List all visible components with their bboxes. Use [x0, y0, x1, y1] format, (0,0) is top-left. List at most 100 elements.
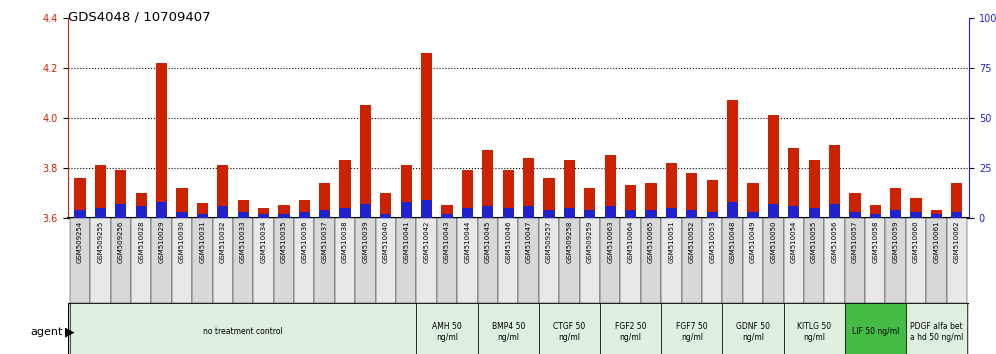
Text: GSM510048: GSM510048 [729, 220, 736, 263]
Bar [890, 188, 901, 218]
Text: GSM510033: GSM510033 [240, 220, 246, 263]
Bar [645, 210, 656, 218]
Text: PDGF alfa bet
a hd 50 ng/ml: PDGF alfa bet a hd 50 ng/ml [909, 322, 963, 342]
Bar [197, 214, 208, 218]
Bar [845, 218, 866, 303]
Bar [931, 214, 942, 218]
Bar [585, 210, 596, 218]
Bar [253, 218, 274, 303]
Bar [278, 214, 290, 218]
Bar [544, 210, 555, 218]
Text: GSM509257: GSM509257 [546, 220, 552, 263]
Bar [850, 212, 861, 218]
Text: GSM510063: GSM510063 [608, 220, 614, 263]
Bar [624, 185, 636, 218]
Bar [624, 210, 636, 218]
Bar [850, 193, 861, 218]
Text: GSM510040: GSM510040 [382, 220, 388, 263]
Text: BMP4 50
ng/ml: BMP4 50 ng/ml [492, 322, 525, 342]
Bar [727, 202, 738, 218]
Text: GSM510043: GSM510043 [444, 220, 450, 263]
Bar [825, 218, 845, 303]
Bar [135, 193, 146, 218]
Bar [70, 218, 91, 303]
Bar [523, 158, 534, 218]
Text: GSM510055: GSM510055 [811, 220, 817, 263]
Text: no treatment control: no treatment control [203, 327, 283, 336]
Bar [784, 303, 845, 354]
Bar [829, 145, 840, 218]
Bar [768, 115, 779, 218]
Bar [605, 206, 616, 218]
Bar [539, 218, 559, 303]
Bar [600, 303, 661, 354]
Bar [564, 160, 575, 218]
Bar [176, 188, 187, 218]
Bar [681, 218, 702, 303]
Bar [319, 183, 331, 218]
Bar [156, 202, 167, 218]
Bar [462, 208, 473, 218]
Text: CTGF 50
ng/ml: CTGF 50 ng/ml [553, 322, 586, 342]
Text: KITLG 50
ng/ml: KITLG 50 ng/ml [797, 322, 832, 342]
Bar [890, 210, 901, 218]
Bar [315, 218, 335, 303]
Bar [503, 170, 514, 218]
Bar [951, 212, 962, 218]
Bar [441, 205, 452, 218]
Bar [661, 218, 681, 303]
Bar [885, 218, 906, 303]
Text: GSM509258: GSM509258 [567, 220, 573, 263]
Text: GSM510042: GSM510042 [423, 220, 429, 263]
Bar [176, 212, 187, 218]
Bar [192, 218, 212, 303]
Bar [906, 218, 926, 303]
Text: GSM510064: GSM510064 [627, 220, 633, 263]
Bar [340, 208, 351, 218]
Bar [585, 188, 596, 218]
Bar [258, 208, 269, 218]
Bar [237, 200, 249, 218]
Bar [564, 208, 575, 218]
Bar [171, 218, 192, 303]
Bar [478, 303, 539, 354]
Bar [217, 206, 228, 218]
Text: GSM510052: GSM510052 [689, 220, 695, 263]
Text: GSM510038: GSM510038 [342, 220, 348, 263]
Bar [278, 205, 290, 218]
Bar [665, 208, 677, 218]
Text: GSM510028: GSM510028 [138, 220, 144, 263]
Text: GSM510051: GSM510051 [668, 220, 674, 263]
Text: GSM510031: GSM510031 [199, 220, 205, 263]
Bar [416, 303, 478, 354]
Bar [70, 303, 416, 354]
Text: GSM510036: GSM510036 [301, 220, 308, 263]
Text: GSM510032: GSM510032 [220, 220, 226, 263]
Bar [722, 218, 743, 303]
Bar [621, 218, 640, 303]
Bar [294, 218, 315, 303]
Text: GSM510030: GSM510030 [179, 220, 185, 263]
Text: agent: agent [30, 327, 63, 337]
Text: GSM509256: GSM509256 [118, 220, 124, 263]
Text: GSM510037: GSM510037 [322, 220, 328, 263]
Bar [866, 218, 885, 303]
Text: AMH 50
ng/ml: AMH 50 ng/ml [432, 322, 462, 342]
Bar [910, 198, 921, 218]
Text: LIF 50 ng/ml: LIF 50 ng/ml [852, 327, 899, 336]
Bar [380, 193, 391, 218]
Bar [727, 100, 738, 218]
Bar [197, 203, 208, 218]
Bar [237, 212, 249, 218]
Bar [870, 214, 880, 218]
Bar [335, 218, 356, 303]
Bar [375, 218, 396, 303]
Bar [396, 218, 416, 303]
Bar [686, 210, 697, 218]
Bar [95, 165, 106, 218]
Bar [380, 214, 391, 218]
Text: GSM510056: GSM510056 [832, 220, 838, 263]
Bar [421, 200, 432, 218]
Bar [478, 218, 498, 303]
Bar [523, 206, 534, 218]
